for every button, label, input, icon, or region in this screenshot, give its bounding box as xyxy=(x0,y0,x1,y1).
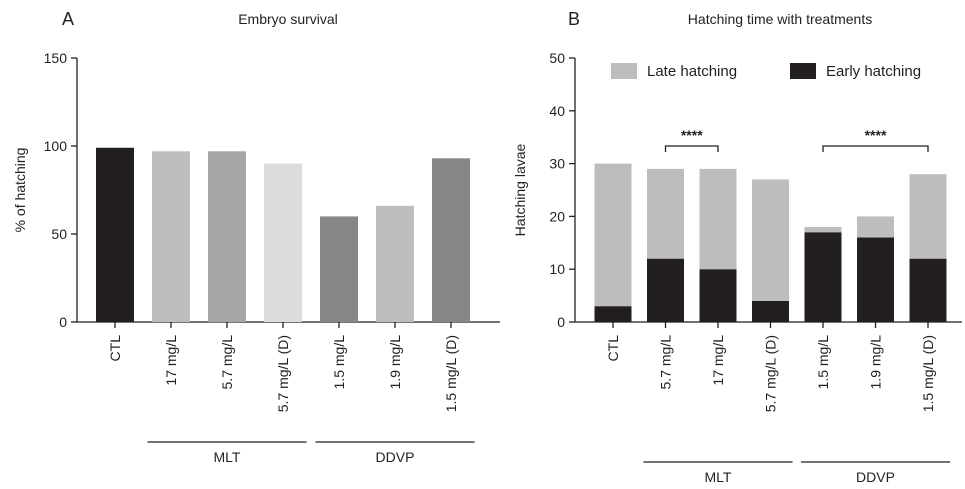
panel-b-bar-early-hatching xyxy=(752,300,789,322)
panel-b-group-label: DDVP xyxy=(856,469,895,485)
panel-b-significance-bracket xyxy=(664,145,719,152)
panel-a-y-tick-label: 150 xyxy=(44,50,68,66)
panel-b-letter: B xyxy=(568,9,580,29)
panel-b-legend-label: Early hatching xyxy=(826,63,921,80)
panel-a-x-tick-label: 1.9 mg/L xyxy=(387,335,403,390)
panel-a-bar xyxy=(96,147,134,322)
panel-b-bar-late-hatching xyxy=(699,168,737,270)
panel-a-group-label: DDVP xyxy=(376,449,415,465)
panel-a-y-tick-label: 0 xyxy=(59,314,67,330)
panel-b-x-tick-label: 5.7 mg/L (D) xyxy=(763,335,779,412)
panel-b-bar-early-hatching xyxy=(857,237,894,322)
panel-b-significance-label: **** xyxy=(865,127,887,143)
panel-b-y-axis-label: Hatching lavae xyxy=(512,143,528,236)
panel-b-bar-early-hatching xyxy=(647,258,684,322)
panel-a-bar xyxy=(432,158,470,322)
panel-a-bar xyxy=(208,151,246,322)
panel-b-x-tick-label: 5.7 mg/L xyxy=(658,335,674,390)
panel-a-bar xyxy=(152,151,190,322)
panel-b-group-label: MLT xyxy=(705,469,732,485)
panel-b-x-tick-label: 1.5 mg/L xyxy=(815,335,831,390)
panel-b-bar-late-hatching xyxy=(804,226,842,233)
panel-a-bar xyxy=(320,216,358,322)
panel-b-y-tick-label: 30 xyxy=(549,156,565,172)
panel-b-y-tick-label: 40 xyxy=(549,103,565,119)
panel-a-letter: A xyxy=(62,9,74,29)
panel-a-y-tick-label: 50 xyxy=(51,226,67,242)
panel-a-bar xyxy=(376,205,414,322)
panel-b-x-tick-label: 1.9 mg/L xyxy=(868,335,884,390)
panel-b-legend-swatch xyxy=(790,63,816,79)
panel-a-x-tick-label: 1.5 mg/L (D) xyxy=(443,335,459,412)
panel-b-x-tick-label: 17 mg/L xyxy=(710,335,726,386)
panel-a-x-tick-label: 5.7 mg/L xyxy=(219,335,235,390)
panel-b-legend-label: Late hatching xyxy=(647,63,737,80)
panel-b-bar-early-hatching xyxy=(594,306,632,322)
panel-b-chart: 0 10 20 30 40 50 CTL 5.7 mg/L 17 mg/L 5.7 mg/L (D… xyxy=(549,50,962,485)
panel-b-bar-late-hatching xyxy=(647,168,684,259)
panel-b-y-tick-label: 20 xyxy=(549,208,565,224)
panel-b-bar-late-hatching xyxy=(594,163,632,307)
panel-a-y-tick-label: 100 xyxy=(44,138,68,154)
panel-a-y-axis-label: % of hatching xyxy=(12,148,28,233)
panel-b-bar-late-hatching xyxy=(857,216,894,238)
panel-a-chart: 0 50 100 150 CTL 17 mg/L 5.7 mg/L 5.7 mg/L (D) 1… xyxy=(44,50,500,465)
panel-b-bar-late-hatching xyxy=(909,174,947,259)
panel-b-bar-late-hatching xyxy=(752,179,789,301)
panel-a-bar xyxy=(264,163,302,322)
panel-a-x-tick-label: CTL xyxy=(107,335,123,362)
panel-a-x-tick-label: 1.5 mg/L xyxy=(331,335,347,390)
panel-b-y-tick-label: 0 xyxy=(557,314,565,330)
panel-b-bar-early-hatching xyxy=(699,269,737,322)
panel-a-group-label: MLT xyxy=(214,449,241,465)
panel-a-x-tick-label: 17 mg/L xyxy=(163,335,179,386)
panel-b-significance-label: **** xyxy=(681,127,703,143)
panel-b-y-tick-label: 50 xyxy=(549,50,565,66)
panel-a-title: Embryo survival xyxy=(238,11,338,27)
panel-b-x-tick-label: CTL xyxy=(605,335,621,362)
panel-b-bar-early-hatching xyxy=(909,258,947,322)
panel-b-title: Hatching time with treatments xyxy=(688,11,872,27)
panel-b-y-tick-label: 10 xyxy=(549,261,565,277)
panel-a-x-tick-label: 5.7 mg/L (D) xyxy=(275,335,291,412)
panel-b-legend-swatch xyxy=(611,63,637,79)
panel-b-x-tick-label: 1.5 mg/L (D) xyxy=(920,335,936,412)
panel-b-bar-early-hatching xyxy=(804,232,842,322)
panel-b-significance-bracket xyxy=(822,145,929,152)
